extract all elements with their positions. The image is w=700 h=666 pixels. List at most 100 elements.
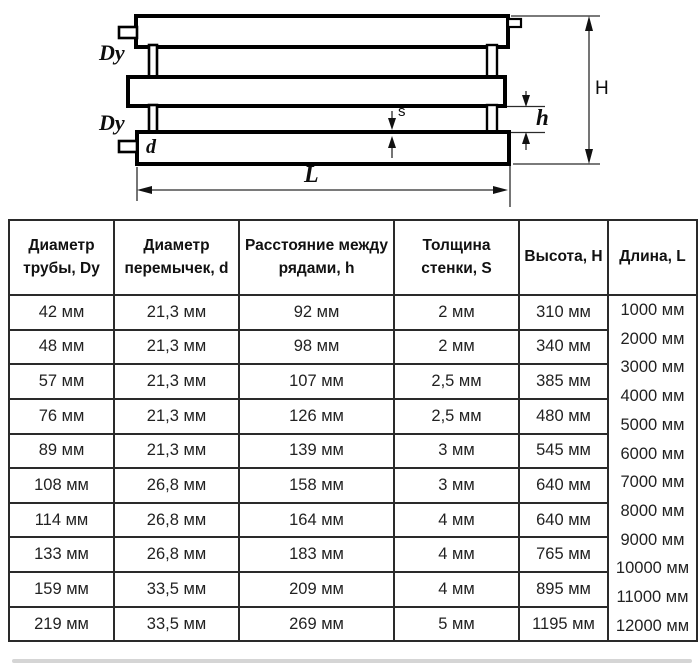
label-pipe-diameter-bottom: Dy (99, 110, 125, 135)
table-bottom-shadow (12, 659, 692, 663)
length-value: 3000 мм (620, 358, 685, 377)
table-cell: 133 мм (8, 536, 115, 574)
table-cell: 385 мм (518, 363, 609, 400)
table-row: 114 мм 26,8 мм 164 мм 4 мм 640 мм (8, 501, 697, 539)
table-cell: 114 мм (8, 501, 115, 539)
table-cell: 139 мм (238, 432, 395, 470)
length-arrow-left (137, 186, 152, 194)
column-header: Диаметр трубы, Dy (8, 219, 115, 296)
row-spacing-arrow-up (522, 132, 530, 144)
table-cell: 42 мм (8, 294, 115, 331)
table-cell: 640 мм (518, 501, 609, 539)
height-arrow-up (585, 16, 593, 31)
table-cell: 219 мм (8, 605, 115, 643)
table-row: 108 мм 26,8 мм 158 мм 3 мм 640 мм (8, 467, 697, 504)
length-value: 5000 мм (620, 415, 685, 434)
table-cell: 92 мм (238, 294, 395, 331)
table-cell: 765 мм (518, 536, 609, 574)
table-row: 76 мм 21,3 мм 126 мм 2,5 мм 480 мм (8, 397, 697, 435)
table-cell: 21,3 мм (113, 294, 240, 331)
length-value: 2000 мм (620, 329, 685, 348)
label-height: H (595, 78, 609, 99)
jumper-left-upper (147, 43, 159, 80)
table-cell: 57 мм (8, 363, 115, 400)
length-dimension (136, 166, 511, 207)
table-cell: 895 мм (518, 571, 609, 608)
height-dimension (511, 15, 600, 165)
row-spacing-arrow-down (522, 95, 530, 107)
column-header: Толщина стенки, S (393, 219, 520, 296)
pipe-middle (126, 75, 507, 108)
table-cell: 21,3 мм (113, 328, 240, 366)
table-cell: 3 мм (393, 467, 520, 504)
table-row: 57 мм 21,3 мм 107 мм 2,5 мм 385 мм (8, 363, 697, 400)
table-header-row: Диаметр трубы, Dy Диаметр перемычек, d Рас… (8, 219, 698, 296)
table-cell: 269 мм (238, 605, 395, 643)
table-cell: 89 мм (8, 432, 115, 470)
stub-bottom-left (117, 139, 139, 154)
table-cell: 164 мм (238, 501, 395, 539)
table-cell: 340 мм (518, 328, 609, 366)
table-cell: 4 мм (393, 571, 520, 608)
label-jumper-diameter: d (146, 136, 156, 158)
label-length: L (304, 162, 319, 188)
table-cell: 26,8 мм (113, 467, 240, 504)
length-value: 8000 мм (620, 501, 685, 520)
length-value: 10000 мм (615, 559, 690, 578)
table-cell: 183 мм (238, 536, 395, 574)
table-cell: 2 мм (393, 294, 520, 331)
length-value: 11000 мм (616, 588, 689, 607)
column-header: Диаметр перемычек, d (113, 219, 240, 296)
pipe-bottom (135, 130, 511, 166)
table-cell: 98 мм (238, 328, 395, 366)
table-cell: 545 мм (518, 432, 609, 470)
wall-thickness-arrow-up (388, 136, 396, 148)
table-cell: 2 мм (393, 328, 520, 366)
table-cell: 3 мм (393, 432, 520, 470)
height-arrow-down (585, 149, 593, 164)
table-cell: 26,8 мм (113, 501, 240, 539)
table-cell: 158 мм (238, 467, 395, 504)
label-wall-thickness: s (398, 103, 406, 120)
table-cell: 26,8 мм (113, 536, 240, 574)
table-cell: 640 мм (518, 467, 609, 504)
length-arrow-right (493, 186, 508, 194)
table-cell: 21,3 мм (113, 432, 240, 470)
length-value: 6000 мм (620, 444, 685, 463)
table-cell: 480 мм (518, 397, 609, 435)
jumper-left-lower (147, 103, 159, 135)
table-cell: 209 мм (238, 571, 395, 608)
table-cell: 310 мм (518, 294, 609, 331)
table-cell: 33,5 мм (113, 605, 240, 643)
table-row: 219 мм 33,5 мм 269 мм 5 мм 1195 мм (8, 605, 697, 643)
column-header: Расстояние между рядами, h (238, 219, 395, 296)
stub-top-right (506, 17, 523, 29)
table-row: 48 мм 21,3 мм 98 мм 2 мм 340 мм (8, 328, 697, 366)
table-body: 42 мм 21,3 мм 92 мм 2 мм 310 мм 1000 мм 2000 м… (8, 293, 698, 643)
table-cell: 4 мм (393, 536, 520, 574)
column-header: Длина, L (607, 219, 698, 296)
table-cell: 21,3 мм (113, 363, 240, 400)
length-value: 7000 мм (620, 473, 685, 492)
table-cell: 126 мм (238, 397, 395, 435)
register-drawing-svg (117, 14, 600, 207)
table-cell: 76 мм (8, 397, 115, 435)
dimensions-table: Диаметр трубы, Dy Диаметр перемычек, d Рас… (8, 219, 698, 643)
register-drawing: Dy Dy d s h H L (0, 0, 700, 218)
length-value: 12000 мм (615, 616, 690, 635)
table-row: 89 мм 21,3 мм 139 мм 3 мм 545 мм (8, 432, 697, 470)
jumper-right-upper (485, 43, 499, 80)
table-row: 159 мм 33,5 мм 209 мм 4 мм 895 мм (8, 571, 697, 608)
length-value: 4000 мм (620, 387, 685, 406)
wall-thickness-arrow-down (388, 118, 396, 130)
length-value: 1000 мм (620, 301, 685, 319)
table-cell: 1195 мм (518, 605, 609, 643)
table-cell: 4 мм (393, 501, 520, 539)
column-header: Высота, H (518, 219, 609, 296)
table-cell: 48 мм (8, 328, 115, 366)
label-pipe-diameter-top: Dy (99, 40, 125, 65)
table-cell: 5 мм (393, 605, 520, 643)
table-cell: 21,3 мм (113, 397, 240, 435)
table-cell: 2,5 мм (393, 363, 520, 400)
label-row-spacing: h (536, 105, 549, 130)
